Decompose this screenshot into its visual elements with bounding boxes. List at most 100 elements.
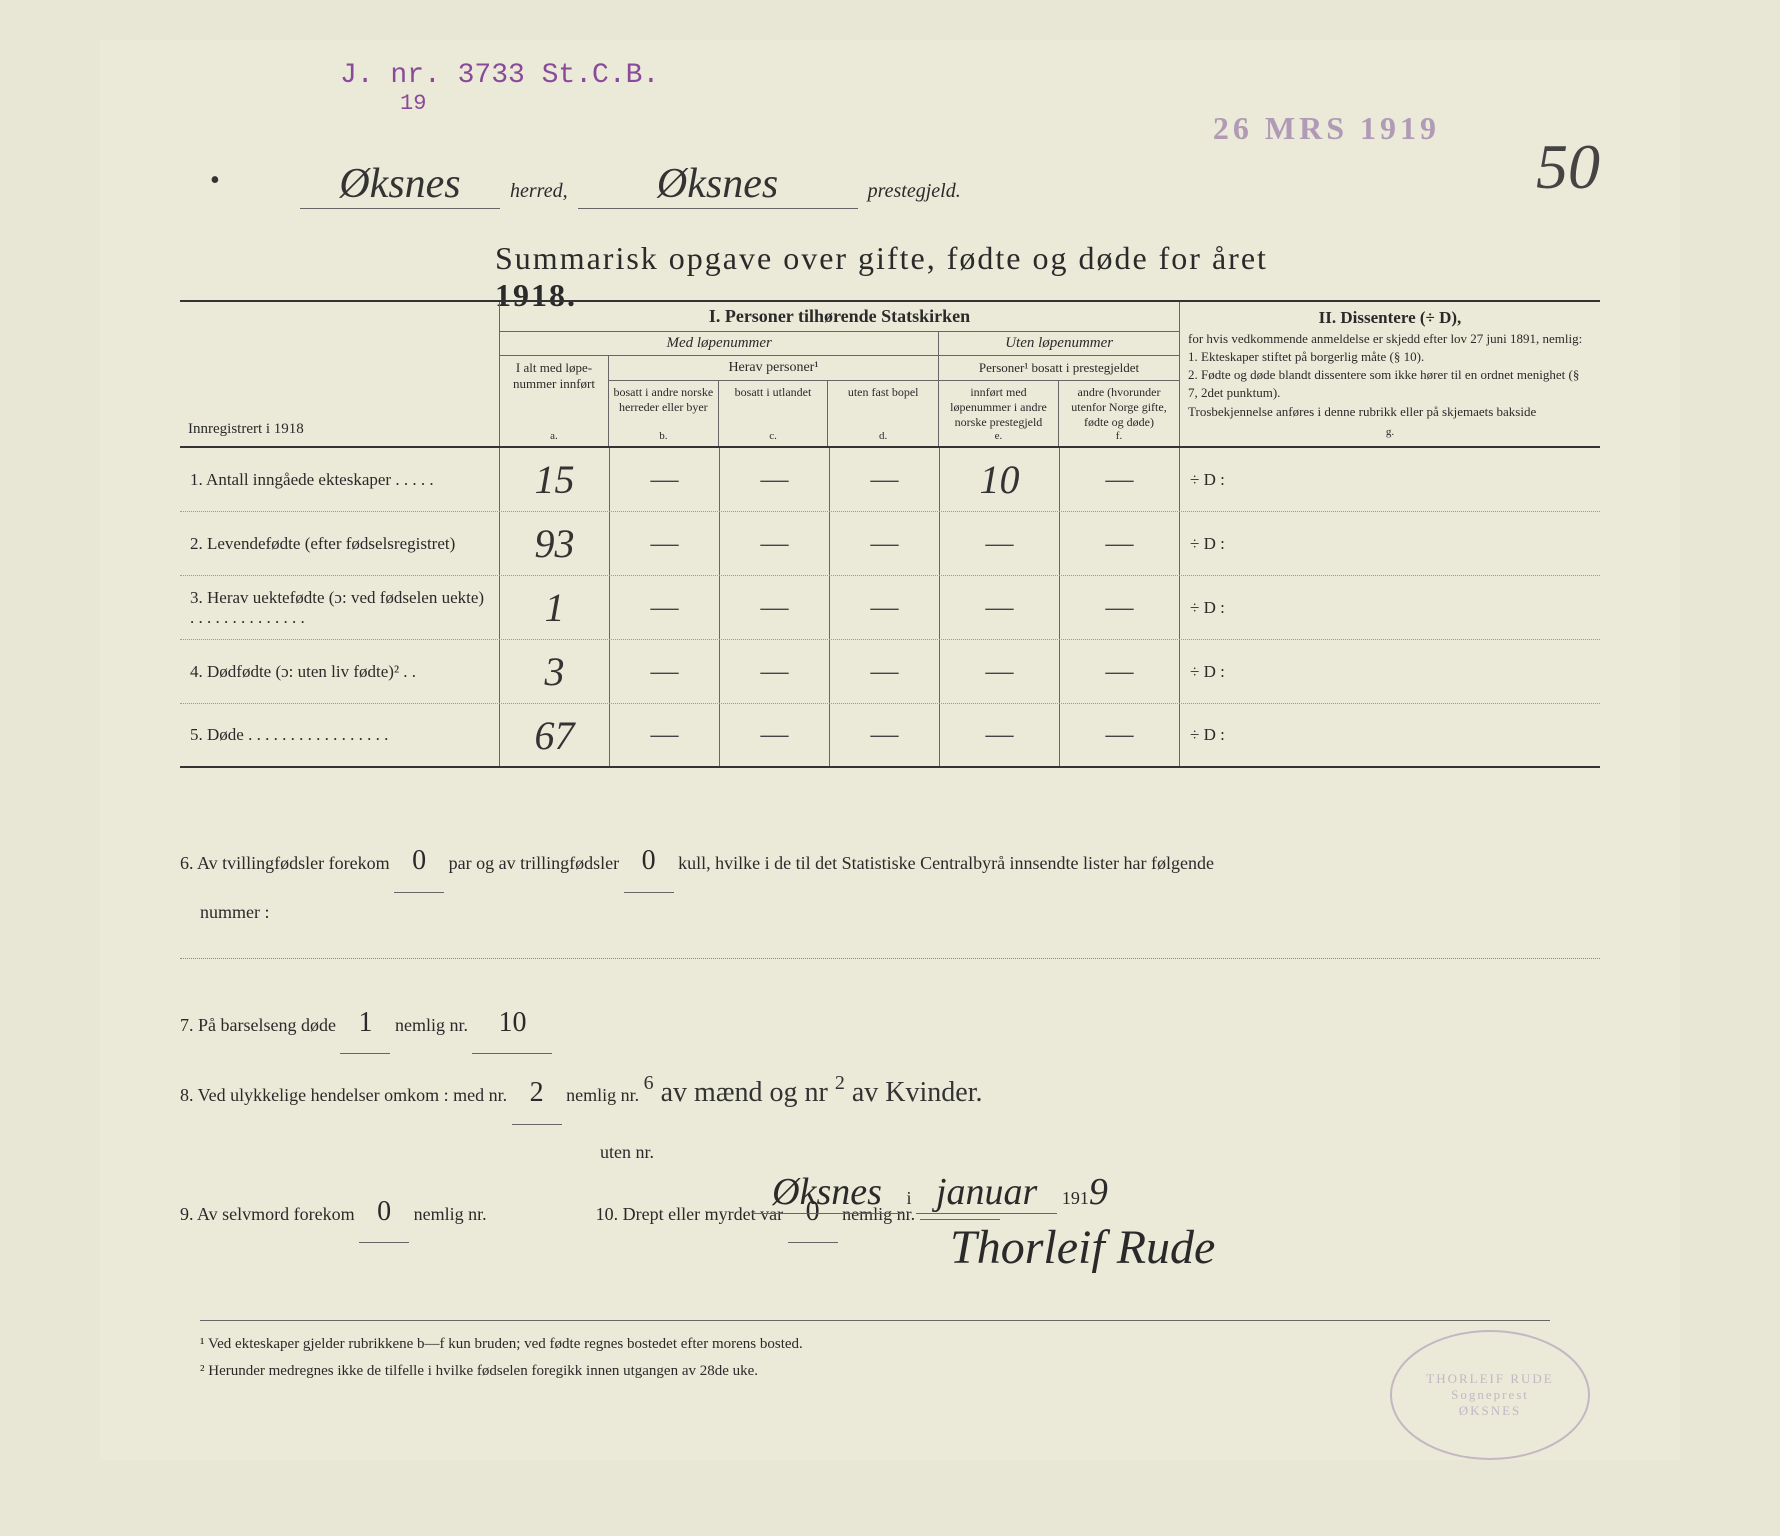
- q7-mid: nemlig nr.: [395, 1015, 468, 1035]
- section-ii: II. Dissentere (÷ D), for hvis vedkommen…: [1180, 302, 1600, 446]
- q6-val2: 0: [624, 830, 674, 893]
- sig-i: i: [906, 1188, 911, 1208]
- dotted-separator: [180, 958, 1600, 959]
- table-row: 2. Levendefødte (efter fødselsregistret)…: [180, 512, 1600, 576]
- q6-pre: 6. Av tvillingfødsler forekom: [180, 853, 390, 873]
- section-i-subheader: Med løpenummer Uten løpenummer: [500, 332, 1179, 356]
- col-f-header: andre (hvorunder utenfor Norge gifte, fø…: [1059, 381, 1179, 446]
- herred-label: herred,: [510, 180, 568, 203]
- col-e-text: innført med løpenummer i andre norske pr…: [943, 385, 1054, 430]
- col-d-letter: d.: [832, 430, 934, 442]
- col-herav-group: Herav personer¹ bosatt i andre norske he…: [609, 356, 939, 446]
- q8-sub: uten nr.: [600, 1133, 1600, 1173]
- col-c-header: bosatt i utlandet c.: [719, 381, 829, 446]
- cell-b: —: [610, 704, 720, 766]
- table-row: 3. Herav uektefødte (ɔ: ved fødselen uek…: [180, 576, 1600, 640]
- sig-place: Øksnes: [752, 1171, 902, 1214]
- stamp-line1: J. nr. 3733 St.C.B.: [340, 60, 659, 91]
- q7-val2: 10: [472, 992, 552, 1055]
- cell-e: —: [940, 704, 1060, 766]
- col-g-letter: g.: [1188, 425, 1592, 440]
- col-c-text: bosatt i utlandet: [723, 385, 824, 400]
- sub-med: Med løpenummer: [500, 332, 939, 355]
- section-i-columns: I alt med løpe-nummer innført a. Herav p…: [500, 356, 1179, 446]
- page-number-handwritten: 50: [1536, 130, 1600, 204]
- herred-value: Øksnes: [300, 160, 500, 209]
- cell-b: —: [610, 640, 720, 703]
- q8-super2: 2: [835, 1072, 845, 1094]
- signature-name: Thorleif Rude: [950, 1220, 1215, 1275]
- cell-e: —: [940, 640, 1060, 703]
- cell-d: —: [830, 704, 940, 766]
- row-label: 4. Dødfødte (ɔ: uten liv fødte)² . .: [180, 640, 500, 703]
- col-b-text: bosatt i andre norske herreder eller bye…: [613, 385, 714, 415]
- margin-dot: •: [210, 165, 220, 197]
- document-page: J. nr. 3733 St.C.B. 19 26 MRS 1919 50 • …: [100, 40, 1680, 1460]
- cell-f: —: [1060, 704, 1180, 766]
- cell-g: ÷ D :: [1180, 512, 1600, 575]
- sig-month: januar: [916, 1171, 1057, 1214]
- section-i-title: I. Personer tilhørende Statskirken: [500, 302, 1179, 332]
- q8-hw-a: av mænd og nr: [661, 1077, 828, 1108]
- sub-uten: Uten løpenummer: [939, 332, 1179, 355]
- cell-b: —: [610, 512, 720, 575]
- col-b-letter: b.: [613, 430, 714, 442]
- question-8: 8. Ved ulykkelige hendelser omkom : med …: [180, 1062, 1600, 1125]
- col-d-header: uten fast bopel d.: [828, 381, 938, 446]
- ef-title: Personer¹ bosatt i prestegjeldet: [939, 356, 1179, 381]
- cell-a: 1: [500, 576, 610, 639]
- col-d-text: uten fast bopel: [832, 385, 934, 400]
- table-row: 1. Antall inngåede ekteskaper . . . . . …: [180, 448, 1600, 512]
- cell-c: —: [720, 640, 830, 703]
- cell-f: —: [1060, 576, 1180, 639]
- cell-c: —: [720, 512, 830, 575]
- data-rows: 1. Antall inngåede ekteskaper . . . . . …: [180, 448, 1600, 768]
- stamp-line2: 19: [400, 91, 659, 116]
- q6-val1: 0: [394, 830, 444, 893]
- cell-f: —: [1060, 448, 1180, 511]
- cell-g: ÷ D :: [1180, 704, 1600, 766]
- cell-b: —: [610, 576, 720, 639]
- cell-c: —: [720, 576, 830, 639]
- col-b-header: bosatt i andre norske herreder eller bye…: [609, 381, 719, 446]
- cell-g: ÷ D :: [1180, 576, 1600, 639]
- cell-c: —: [720, 448, 830, 511]
- footnote-2: ² Herunder medregnes ikke de tilfelle i …: [200, 1358, 1550, 1385]
- stamp-date-received: 26 MRS 1919: [1213, 110, 1440, 147]
- cell-b: —: [610, 448, 720, 511]
- col-label-text: Innregistrert i 1918: [188, 421, 491, 438]
- sig-year: 9: [1089, 1171, 1108, 1213]
- q9-pre: 9. Av selvmord forekom: [180, 1204, 355, 1224]
- cell-d: —: [830, 640, 940, 703]
- section-i: I. Personer tilhørende Statskirken Med l…: [500, 302, 1180, 446]
- row-label: 1. Antall inngåede ekteskaper . . . . .: [180, 448, 500, 511]
- table-row: 5. Døde . . . . . . . . . . . . . . . . …: [180, 704, 1600, 768]
- summary-table: Innregistrert i 1918 I. Personer tilhøre…: [180, 300, 1600, 768]
- seal-line1: THORLEIF RUDE: [1392, 1371, 1588, 1387]
- q8-super1: 6: [644, 1072, 654, 1094]
- q6-post: kull, hvilke i de til det Statistiske Ce…: [678, 853, 1214, 873]
- q8-val1: 2: [512, 1062, 562, 1125]
- signature-line: Øksnes i januar 1919: [380, 1170, 1480, 1214]
- footnote-1: ¹ Ved ekteskaper gjelder rubrikkene b—f …: [200, 1331, 1550, 1358]
- q7-val1: 1: [340, 992, 390, 1055]
- row-label: 2. Levendefødte (efter fødselsregistret): [180, 512, 500, 575]
- q6-line2: nummer :: [200, 902, 270, 922]
- prestegjeld-value: Øksnes: [578, 160, 858, 209]
- official-seal-stamp: THORLEIF RUDE Sogneprest ØKSNES: [1390, 1330, 1590, 1460]
- q8-pre: 8. Ved ulykkelige hendelser omkom : med …: [180, 1085, 507, 1105]
- q8-mid: nemlig nr.: [566, 1085, 639, 1105]
- cell-f: —: [1060, 640, 1180, 703]
- cell-a: 93: [500, 512, 610, 575]
- herav-cols: bosatt i andre norske herreder eller bye…: [609, 381, 938, 446]
- cell-a: 3: [500, 640, 610, 703]
- table-row: 4. Dødfødte (ɔ: uten liv fødte)² . . 3 —…: [180, 640, 1600, 704]
- cell-d: —: [830, 512, 940, 575]
- cell-e: 10: [940, 448, 1060, 511]
- stamp-journal-nr: J. nr. 3733 St.C.B. 19: [340, 60, 659, 116]
- q7-pre: 7. På barselseng døde: [180, 1015, 336, 1035]
- cell-g: ÷ D :: [1180, 640, 1600, 703]
- cell-f: —: [1060, 512, 1180, 575]
- col-a-letter: a.: [504, 430, 604, 442]
- table-header: Innregistrert i 1918 I. Personer tilhøre…: [180, 302, 1600, 448]
